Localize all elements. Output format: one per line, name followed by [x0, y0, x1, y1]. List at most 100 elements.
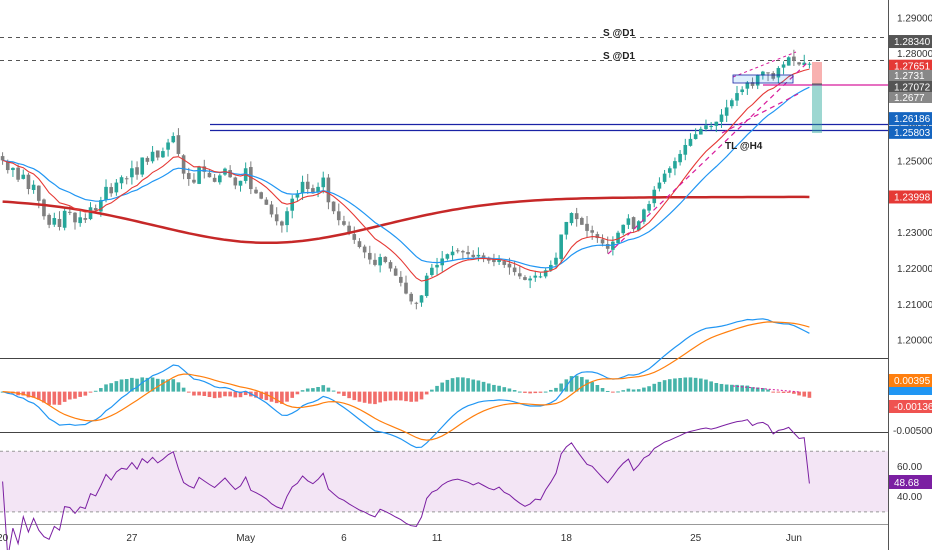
candle-body — [109, 187, 114, 194]
ema-mid-line[interactable] — [2, 86, 810, 269]
candle-body — [481, 255, 486, 258]
macd-histogram-bar — [797, 391, 801, 396]
candle-body — [57, 218, 62, 227]
macd-histogram-bar — [595, 384, 600, 392]
candle-body — [367, 252, 372, 260]
macd-histogram-bar — [771, 391, 776, 393]
candle-body — [502, 261, 507, 265]
candle-body — [181, 155, 186, 174]
candle-body — [166, 142, 170, 150]
time-axis-ticks: 20 27 May 6 11 18 25 Jun — [0, 533, 802, 544]
short-position-target-zone[interactable] — [812, 84, 822, 133]
macd-histogram-bar — [36, 391, 41, 400]
macd-histogram-bar — [274, 391, 279, 404]
price-tick-label: 1.25000 — [897, 157, 932, 168]
macd-histogram-bar — [414, 391, 419, 402]
rsi-line[interactable] — [2, 419, 810, 550]
candle-body — [792, 56, 796, 61]
macd-histogram-bar — [678, 377, 682, 392]
macd-histogram-bar — [300, 390, 305, 392]
macd-histogram-bar — [290, 391, 295, 398]
candle-body — [31, 184, 36, 191]
macd-histogram-bar — [549, 389, 553, 392]
macd-tick-label: -0.00500 — [893, 426, 932, 437]
macd-histogram-bar — [238, 391, 243, 398]
macd-histogram-bar — [21, 391, 26, 396]
candle-body — [316, 186, 320, 192]
candle-body — [321, 177, 326, 188]
candle-body — [393, 268, 398, 276]
candle-body — [176, 135, 181, 154]
macd-histogram-bar — [155, 378, 160, 392]
macd-histogram-bar — [471, 379, 476, 392]
macd-histogram-bar — [295, 391, 300, 395]
candle-body — [559, 234, 563, 259]
macd-histogram-bar — [145, 377, 150, 392]
price-badge-label: 1.23998 — [894, 192, 931, 203]
candle-body — [16, 167, 20, 180]
candle-body — [404, 282, 408, 294]
candle-body — [36, 185, 41, 201]
price-level-badges: 1.28340 1.27651 1.27072 1.26186 1.25803 1.239… — [889, 35, 932, 204]
macd-histogram-bar — [388, 391, 393, 401]
candle-body — [476, 254, 481, 257]
candle-body — [119, 177, 124, 184]
candle-body — [802, 62, 807, 66]
macd-histogram-bar — [409, 391, 413, 402]
candle-body — [497, 259, 501, 262]
channel-upper-trendline[interactable] — [732, 51, 797, 78]
macd-histogram-bar — [336, 391, 341, 394]
partial-label-1: 1.2731 — [894, 71, 925, 82]
macd-histogram-bar — [554, 387, 558, 392]
macd-histogram-bar — [580, 377, 584, 392]
macd-line[interactable] — [2, 318, 810, 449]
candle-body — [595, 234, 600, 239]
rsi-value-badge — [889, 475, 932, 489]
macd-histogram-bar — [735, 384, 739, 392]
macd-histogram-bar — [636, 389, 641, 392]
macd-histogram-bar — [704, 379, 708, 392]
candle-body — [580, 218, 584, 225]
macd-histogram-bar — [233, 391, 238, 398]
macd-histogram-bar — [574, 375, 579, 392]
candle-body — [414, 302, 419, 304]
candle-body — [78, 217, 82, 224]
candle-body — [161, 151, 165, 158]
macd-signal-line[interactable] — [2, 321, 810, 441]
candle-body — [600, 239, 605, 244]
macd-histogram-bar — [714, 383, 719, 392]
macd-histogram-bar — [197, 391, 201, 396]
ema-slow-line[interactable] — [2, 195, 810, 245]
time-tick-label: 6 — [341, 533, 347, 544]
candle-body — [714, 121, 719, 126]
candle-body — [300, 181, 305, 193]
macd-histogram-bar — [590, 382, 595, 392]
partial-label-2: 1.2677 — [894, 93, 925, 104]
price-badge — [889, 59, 932, 73]
candle-body — [362, 246, 367, 253]
macd-histogram-bar — [68, 391, 72, 400]
candle-body — [636, 221, 641, 231]
macd-divergence-line[interactable] — [732, 385, 801, 393]
macd-histogram-bar — [750, 387, 755, 392]
macd-histogram-bar — [223, 391, 227, 397]
macd-histogram-bar — [171, 379, 176, 392]
macd-histogram-bar — [150, 377, 155, 392]
macd-histogram-bar — [476, 380, 481, 392]
candle-body — [683, 144, 688, 155]
macd-histogram-bar — [430, 389, 434, 392]
macd-histogram-bar — [57, 391, 62, 405]
ema-fast-line[interactable] — [2, 68, 810, 282]
candle-body — [378, 257, 382, 266]
candle-body — [642, 209, 646, 222]
consolidation-box[interactable] — [732, 74, 794, 84]
candle-body — [755, 75, 760, 86]
candle-body — [523, 277, 527, 280]
macd-histogram-bar — [761, 388, 765, 392]
channel-lower-trendline[interactable] — [607, 61, 809, 255]
price-tick-label: 1.28000 — [897, 49, 932, 60]
short-position-stop-zone[interactable] — [812, 62, 822, 84]
macd-histogram-bar — [616, 391, 620, 393]
